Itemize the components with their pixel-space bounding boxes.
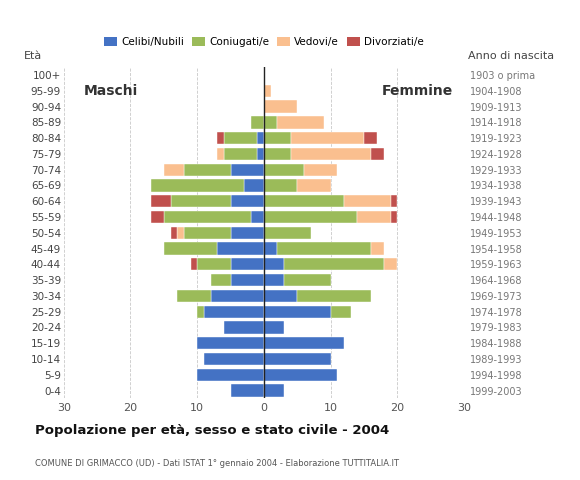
- Bar: [244, 180, 264, 192]
- Bar: [291, 148, 371, 160]
- Bar: [264, 148, 291, 160]
- Bar: [391, 195, 397, 207]
- Bar: [304, 164, 337, 176]
- Bar: [224, 321, 264, 334]
- Bar: [251, 211, 264, 223]
- Bar: [264, 337, 344, 349]
- Bar: [264, 211, 357, 223]
- Bar: [211, 274, 230, 286]
- Bar: [264, 258, 284, 271]
- Bar: [184, 164, 230, 176]
- Bar: [264, 242, 277, 255]
- Bar: [364, 132, 377, 144]
- Bar: [197, 258, 230, 271]
- Bar: [264, 100, 297, 113]
- Bar: [224, 148, 257, 160]
- Bar: [357, 211, 391, 223]
- Bar: [177, 290, 211, 302]
- Bar: [230, 274, 264, 286]
- Bar: [197, 337, 264, 349]
- Bar: [177, 227, 184, 239]
- Bar: [230, 164, 264, 176]
- Bar: [184, 227, 230, 239]
- Bar: [264, 274, 284, 286]
- Bar: [257, 148, 264, 160]
- Bar: [344, 195, 390, 207]
- Bar: [230, 258, 264, 271]
- Bar: [331, 305, 350, 318]
- Bar: [211, 290, 264, 302]
- Bar: [264, 290, 297, 302]
- Bar: [264, 84, 270, 97]
- Bar: [230, 227, 264, 239]
- Bar: [284, 274, 331, 286]
- Text: COMUNE DI GRIMACCO (UD) - Dati ISTAT 1° gennaio 2004 - Elaborazione TUTTITALIA.I: COMUNE DI GRIMACCO (UD) - Dati ISTAT 1° …: [35, 458, 399, 468]
- Bar: [384, 258, 397, 271]
- Bar: [264, 195, 344, 207]
- Bar: [264, 132, 291, 144]
- Legend: Celibi/Nubili, Coniugati/e, Vedovi/e, Divorziati/e: Celibi/Nubili, Coniugati/e, Vedovi/e, Di…: [100, 33, 427, 51]
- Bar: [171, 227, 177, 239]
- Bar: [217, 242, 264, 255]
- Bar: [204, 353, 264, 365]
- Text: Popolazione per età, sesso e stato civile - 2004: Popolazione per età, sesso e stato civil…: [35, 424, 389, 437]
- Bar: [257, 132, 264, 144]
- Bar: [371, 148, 384, 160]
- Bar: [204, 305, 264, 318]
- Bar: [190, 258, 197, 271]
- Text: Femmine: Femmine: [382, 84, 453, 98]
- Bar: [391, 211, 397, 223]
- Bar: [224, 132, 257, 144]
- Bar: [164, 242, 217, 255]
- Bar: [284, 258, 384, 271]
- Text: Età: Età: [24, 50, 42, 60]
- Bar: [297, 290, 371, 302]
- Bar: [164, 211, 251, 223]
- Bar: [264, 384, 284, 396]
- Bar: [264, 116, 277, 129]
- Bar: [164, 164, 184, 176]
- Bar: [251, 116, 264, 129]
- Bar: [217, 132, 224, 144]
- Bar: [264, 164, 304, 176]
- Bar: [217, 148, 224, 160]
- Bar: [264, 227, 311, 239]
- Bar: [171, 195, 230, 207]
- Text: Maschi: Maschi: [84, 84, 137, 98]
- Bar: [277, 116, 324, 129]
- Bar: [264, 305, 331, 318]
- Bar: [230, 384, 264, 396]
- Bar: [151, 195, 171, 207]
- Bar: [264, 353, 331, 365]
- Bar: [277, 242, 371, 255]
- Bar: [197, 369, 264, 381]
- Bar: [150, 211, 164, 223]
- Bar: [197, 305, 204, 318]
- Bar: [151, 180, 244, 192]
- Bar: [264, 321, 284, 334]
- Text: Anno di nascita: Anno di nascita: [468, 50, 554, 60]
- Bar: [297, 180, 331, 192]
- Bar: [264, 180, 297, 192]
- Bar: [291, 132, 364, 144]
- Bar: [371, 242, 384, 255]
- Bar: [230, 195, 264, 207]
- Bar: [264, 369, 337, 381]
